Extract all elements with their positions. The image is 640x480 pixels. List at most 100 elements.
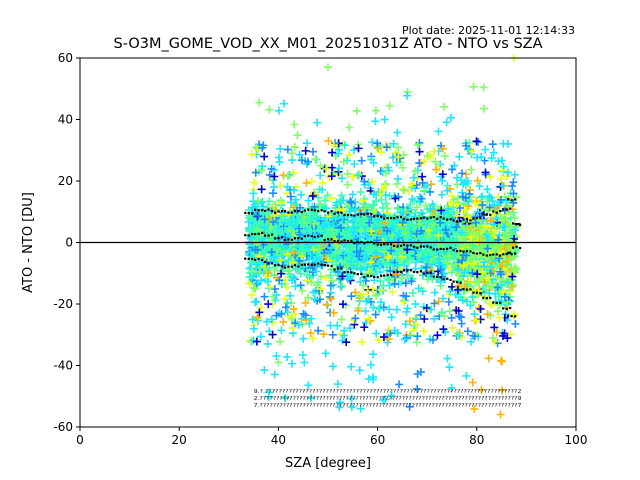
data-point: [447, 313, 456, 322]
data-point: [500, 207, 509, 216]
data-point: [337, 223, 346, 232]
data-point: [446, 197, 455, 206]
upper-marker: [502, 208, 505, 211]
data-point: [509, 178, 518, 187]
data-point: [303, 157, 312, 166]
data-point: [261, 262, 270, 271]
bin-count-row: 2.??????????????????????????????????????…: [254, 396, 522, 402]
data-point: [417, 235, 426, 244]
data-point: [335, 398, 344, 407]
data-point: [411, 300, 420, 309]
data-point: [301, 146, 310, 155]
data-point: [314, 326, 323, 335]
data-point: [497, 175, 506, 184]
data-point: [296, 264, 305, 273]
lower-marker: [336, 267, 340, 270]
data-point: [327, 244, 336, 253]
lower-marker: [502, 307, 505, 310]
data-point: [491, 256, 500, 265]
data-point: [456, 313, 465, 322]
data-point: [377, 195, 386, 204]
upper-marker: [307, 208, 310, 211]
data-point: [481, 222, 490, 231]
data-point: [329, 141, 338, 150]
upper-marker: [317, 209, 320, 213]
data-point: [267, 315, 276, 324]
data-point: [327, 172, 336, 181]
data-point: [323, 229, 332, 238]
data-point: [294, 211, 303, 220]
data-point: [415, 159, 424, 168]
data-point: [446, 113, 455, 122]
data-point: [430, 147, 439, 156]
data-point: [346, 272, 355, 281]
data-point: [316, 226, 325, 235]
upper-marker: [485, 213, 488, 216]
data-point: [439, 325, 448, 334]
data-point: [304, 293, 313, 302]
data-point: [309, 219, 318, 228]
data-point: [269, 201, 278, 210]
data-point: [459, 272, 468, 281]
mean-marker: [363, 242, 366, 245]
data-point: [318, 221, 327, 230]
data-point: [317, 272, 326, 281]
lower-marker: [429, 271, 432, 274]
data-point: [467, 165, 476, 174]
data-point: [347, 362, 356, 371]
data-point: [466, 186, 475, 195]
x-axis-ticks: 0 20 40 60 80 100: [76, 427, 587, 447]
data-point: [477, 153, 486, 162]
mean-marker: [330, 238, 333, 241]
data-point: [354, 144, 363, 153]
data-point: [368, 201, 377, 210]
data-point: [304, 196, 313, 205]
data-point: [502, 211, 511, 220]
chart-title: S-O3M_GOME_VOD_XX_M01_20251031Z ATO - NT…: [113, 36, 543, 52]
data-point: [480, 277, 489, 286]
lower-marker: [293, 264, 296, 267]
data-point: [490, 323, 499, 332]
data-point: [483, 185, 492, 194]
data-point: [380, 218, 389, 227]
mean-marker: [452, 249, 455, 252]
data-point: [442, 118, 451, 127]
data-point: [469, 228, 478, 237]
data-point: [390, 279, 399, 288]
upper-marker: [499, 209, 502, 213]
data-point: [431, 157, 440, 166]
data-point: [398, 218, 407, 227]
upper-marker: [257, 209, 260, 212]
upper-marker: [469, 219, 472, 222]
data-point: [297, 156, 306, 165]
mean-marker: [485, 254, 488, 257]
data-point: [489, 148, 498, 157]
data-point: [402, 333, 411, 342]
mean-marker: [509, 251, 512, 254]
data-point: [333, 380, 342, 389]
data-point: [478, 267, 487, 276]
data-point: [432, 165, 441, 174]
data-point: [291, 319, 300, 328]
data-point: [474, 303, 483, 312]
data-point: [295, 150, 304, 159]
data-point: [351, 314, 360, 323]
data-point: [502, 172, 511, 181]
data-point: [455, 152, 464, 161]
data-point: [462, 371, 471, 380]
lower-marker: [475, 291, 478, 294]
mean-marker: [412, 245, 416, 248]
lower-marker: [419, 270, 422, 273]
bin-count-annotations: 9.?.????????????????????????????????????…: [254, 389, 522, 409]
mean-marker: [293, 237, 296, 240]
data-point: [312, 253, 321, 262]
data-point: [340, 141, 349, 150]
data-point: [247, 233, 256, 242]
data-point: [268, 189, 277, 198]
data-point: [319, 330, 328, 339]
data-point: [308, 147, 317, 156]
data-point: [398, 163, 407, 172]
data-point: [303, 139, 312, 148]
data-point: [308, 192, 317, 201]
mean-marker: [492, 253, 495, 256]
